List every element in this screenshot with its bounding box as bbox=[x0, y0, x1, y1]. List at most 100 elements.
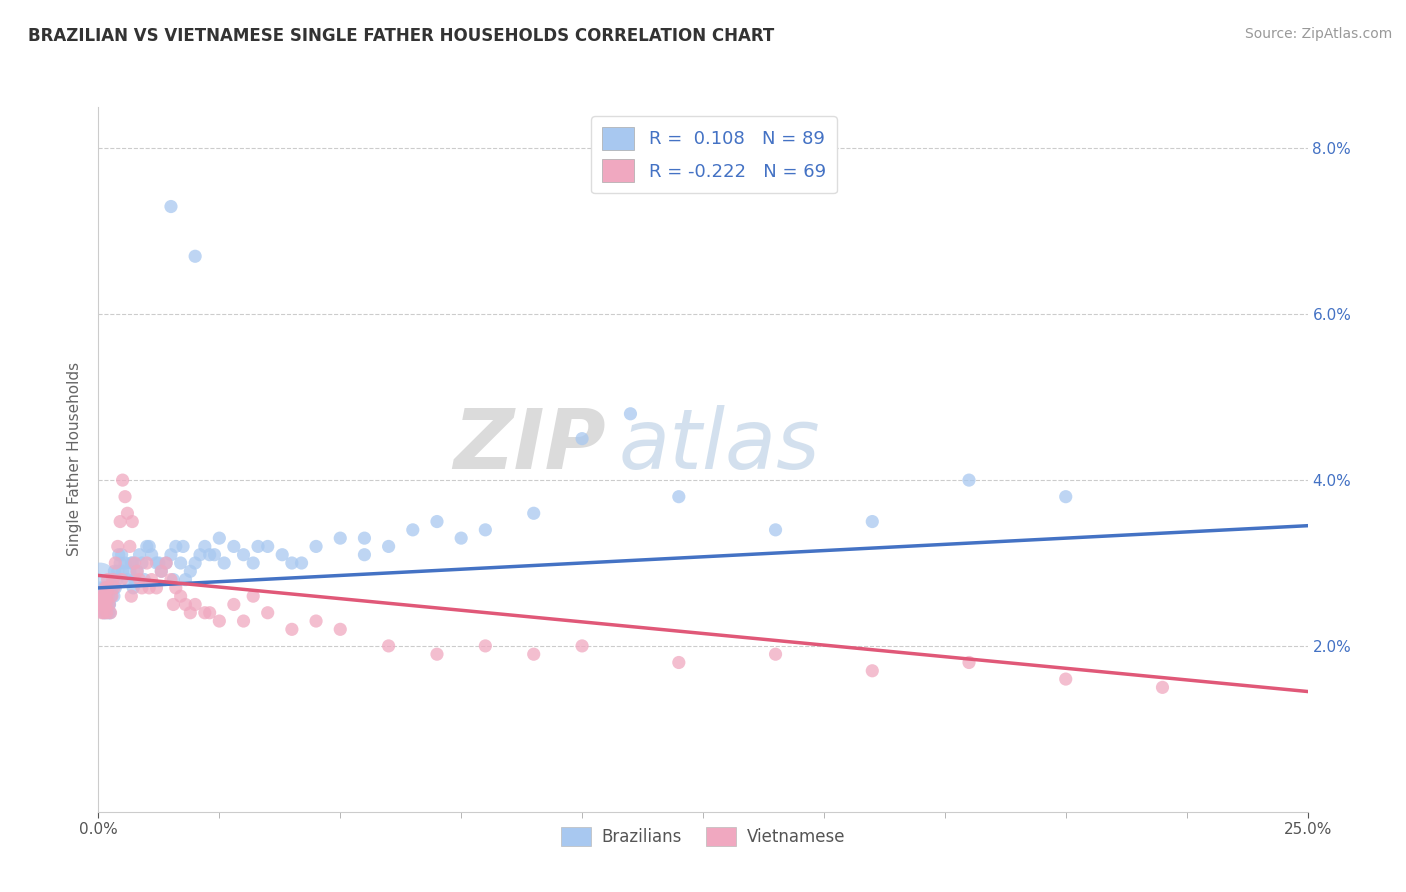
Point bbox=[131, 556, 153, 570]
Point bbox=[247, 540, 270, 554]
Point bbox=[117, 573, 139, 587]
Point bbox=[94, 598, 117, 612]
Point bbox=[90, 598, 112, 612]
Point bbox=[103, 589, 125, 603]
Point bbox=[96, 589, 118, 603]
Point bbox=[128, 548, 150, 562]
Point bbox=[97, 589, 120, 603]
Point bbox=[94, 589, 117, 603]
Point bbox=[90, 589, 112, 603]
Point bbox=[114, 556, 136, 570]
Point bbox=[232, 614, 254, 628]
Point bbox=[96, 581, 118, 595]
Point bbox=[402, 523, 425, 537]
Point bbox=[97, 573, 120, 587]
Point bbox=[256, 606, 278, 620]
Point bbox=[107, 564, 129, 578]
Point bbox=[668, 656, 690, 670]
Point bbox=[103, 564, 125, 578]
Point bbox=[93, 598, 115, 612]
Point bbox=[188, 548, 211, 562]
Point bbox=[101, 573, 124, 587]
Y-axis label: Single Father Households: Single Father Households bbox=[67, 362, 83, 557]
Point bbox=[232, 548, 254, 562]
Point bbox=[169, 556, 191, 570]
Point bbox=[194, 540, 217, 554]
Point bbox=[97, 598, 120, 612]
Point bbox=[1054, 490, 1077, 504]
Point bbox=[353, 531, 375, 545]
Point bbox=[377, 540, 399, 554]
Point bbox=[103, 581, 125, 595]
Point bbox=[426, 515, 449, 529]
Point bbox=[165, 581, 187, 595]
Point bbox=[179, 564, 201, 578]
Point bbox=[89, 573, 111, 587]
Point bbox=[100, 606, 122, 620]
Point bbox=[90, 606, 112, 620]
Point bbox=[150, 564, 173, 578]
Point bbox=[111, 473, 134, 487]
Point bbox=[222, 540, 245, 554]
Point bbox=[523, 647, 546, 661]
Point bbox=[90, 581, 112, 595]
Point bbox=[162, 598, 184, 612]
Point bbox=[97, 606, 120, 620]
Text: Source: ZipAtlas.com: Source: ZipAtlas.com bbox=[1244, 27, 1392, 41]
Point bbox=[121, 515, 143, 529]
Point bbox=[377, 639, 399, 653]
Point bbox=[957, 656, 980, 670]
Point bbox=[127, 564, 149, 578]
Point bbox=[91, 598, 114, 612]
Point bbox=[198, 548, 221, 562]
Point bbox=[174, 598, 197, 612]
Point bbox=[155, 556, 177, 570]
Point bbox=[96, 581, 118, 595]
Point bbox=[135, 540, 157, 554]
Point bbox=[93, 606, 115, 620]
Point bbox=[104, 556, 127, 570]
Point bbox=[107, 540, 129, 554]
Point bbox=[111, 548, 134, 562]
Point bbox=[101, 589, 124, 603]
Legend: Brazilians, Vietnamese: Brazilians, Vietnamese bbox=[554, 820, 852, 853]
Point bbox=[957, 473, 980, 487]
Text: atlas: atlas bbox=[619, 405, 820, 486]
Point bbox=[571, 432, 593, 446]
Point bbox=[242, 556, 264, 570]
Point bbox=[145, 556, 167, 570]
Point bbox=[118, 564, 141, 578]
Point bbox=[353, 548, 375, 562]
Point bbox=[90, 589, 112, 603]
Point bbox=[179, 606, 201, 620]
Point bbox=[619, 407, 641, 421]
Point bbox=[198, 606, 221, 620]
Point bbox=[96, 598, 118, 612]
Point bbox=[93, 581, 115, 595]
Point bbox=[141, 573, 163, 587]
Point bbox=[124, 556, 146, 570]
Point bbox=[860, 664, 883, 678]
Point bbox=[100, 589, 122, 603]
Point bbox=[97, 581, 120, 595]
Point bbox=[160, 573, 183, 587]
Point bbox=[523, 506, 546, 520]
Point bbox=[165, 540, 187, 554]
Point bbox=[93, 606, 115, 620]
Point bbox=[329, 531, 352, 545]
Point bbox=[96, 606, 118, 620]
Text: ZIP: ZIP bbox=[454, 405, 606, 486]
Point bbox=[160, 548, 183, 562]
Point bbox=[91, 589, 114, 603]
Point bbox=[90, 589, 112, 603]
Point bbox=[1054, 672, 1077, 686]
Point bbox=[208, 614, 231, 628]
Point bbox=[91, 598, 114, 612]
Point bbox=[91, 598, 114, 612]
Point bbox=[150, 564, 173, 578]
Point bbox=[162, 573, 184, 587]
Point bbox=[450, 531, 472, 545]
Point bbox=[128, 573, 150, 587]
Point bbox=[1152, 681, 1174, 695]
Point bbox=[108, 556, 131, 570]
